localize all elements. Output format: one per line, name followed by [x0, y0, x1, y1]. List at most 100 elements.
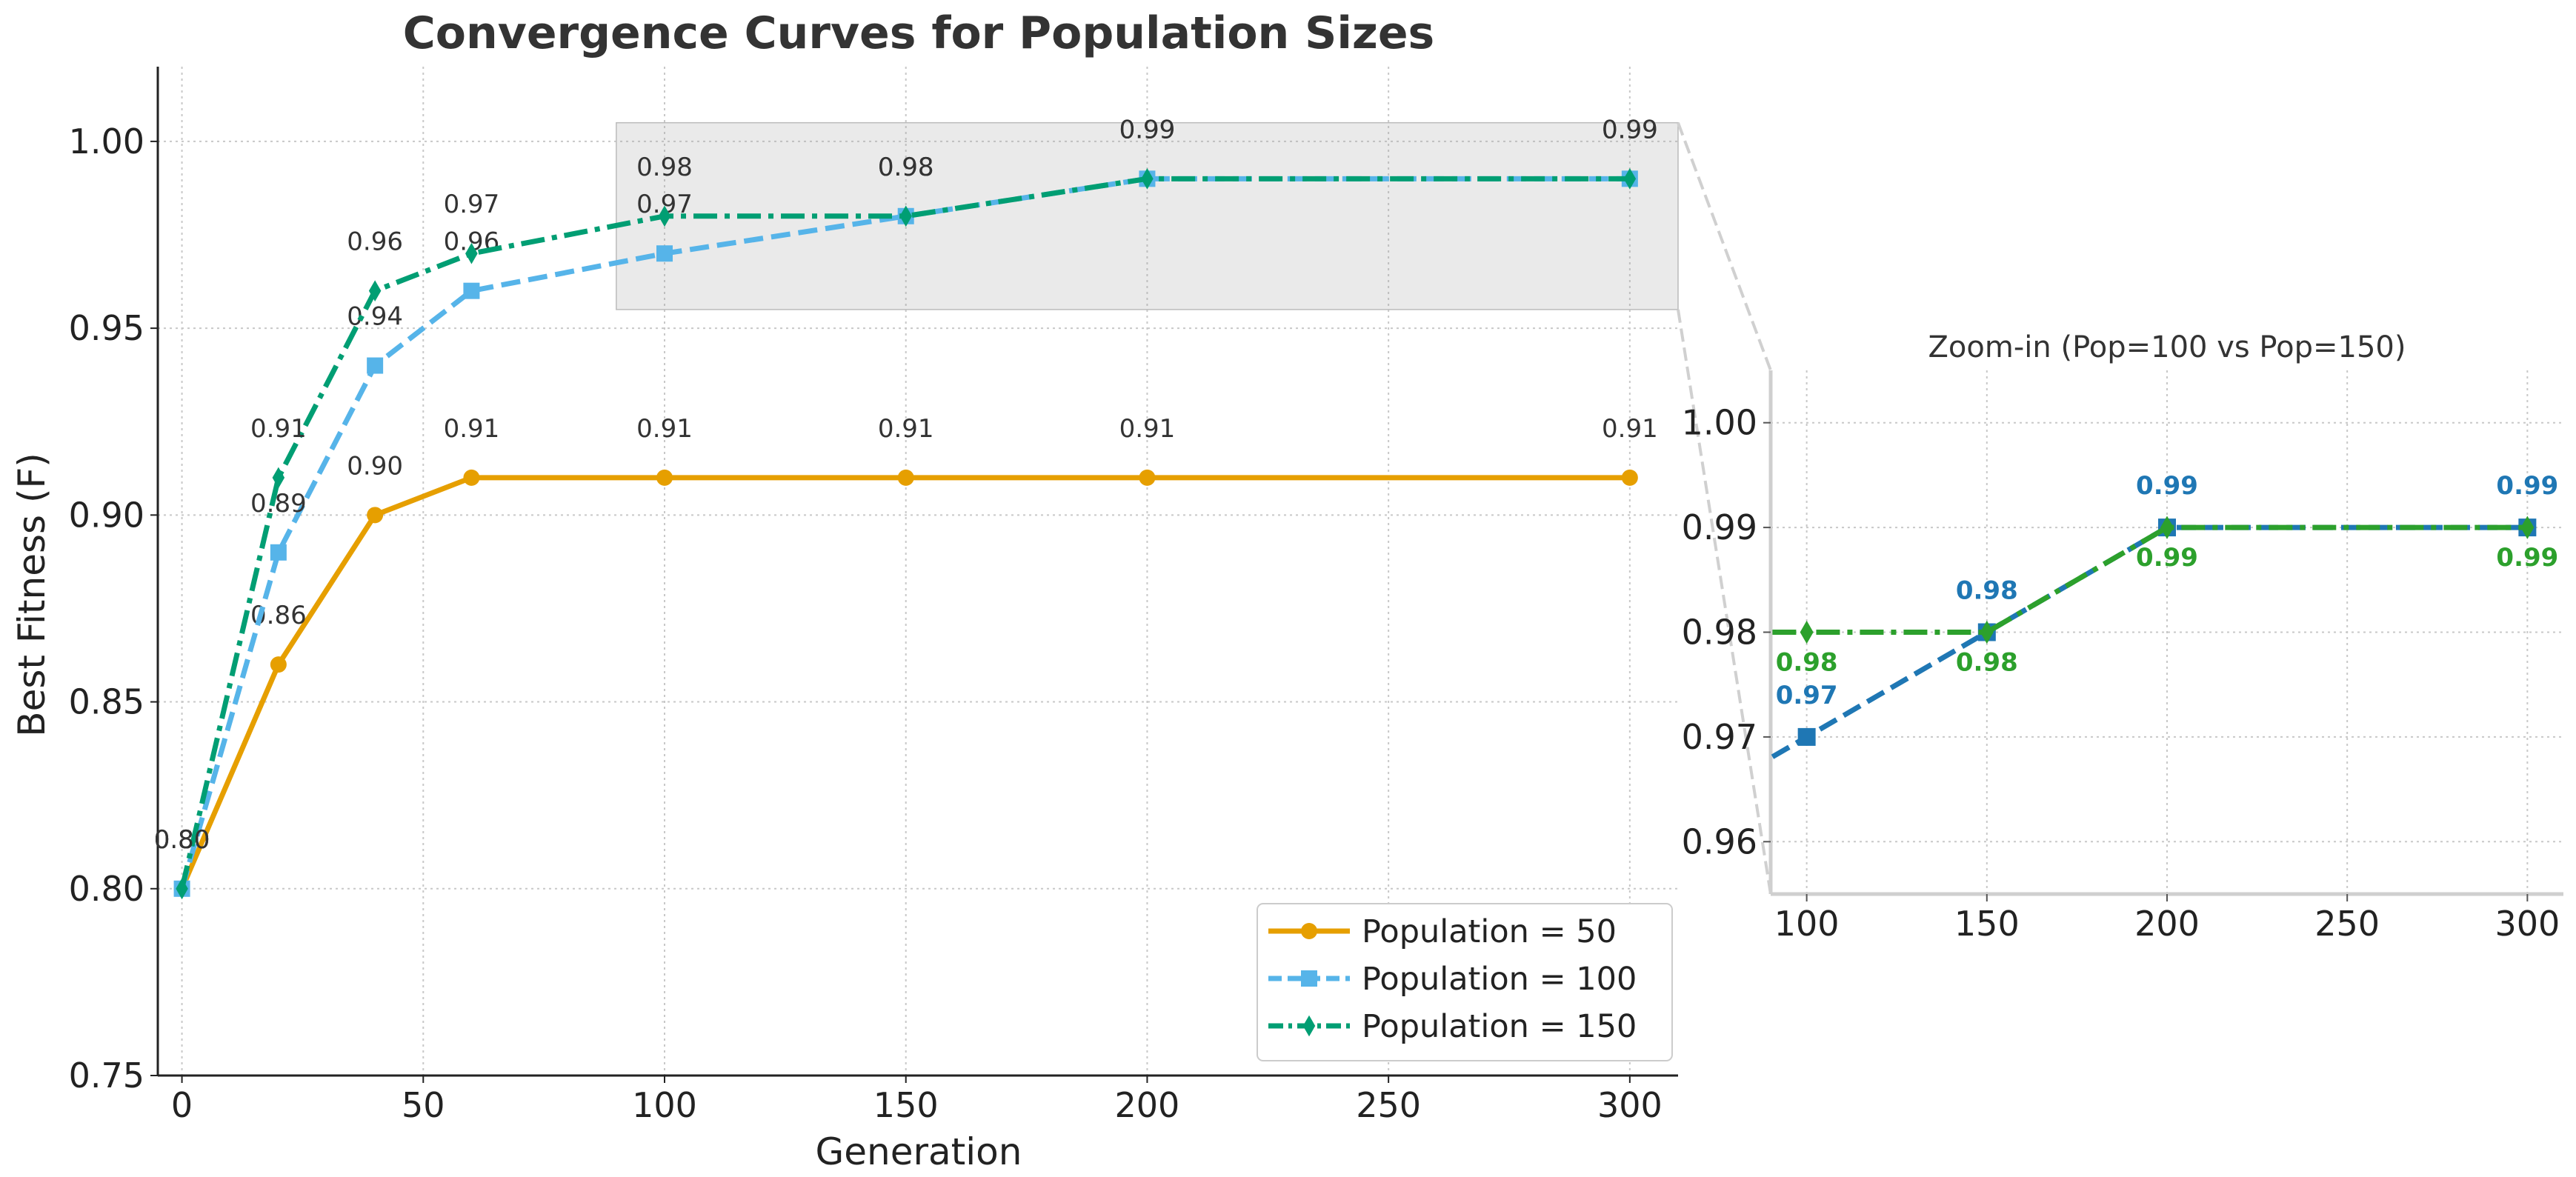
- legend-marker: [1301, 970, 1317, 987]
- data-label: 0.98: [636, 153, 693, 182]
- zoom-data-label: 0.99: [2496, 543, 2558, 573]
- series-population-150: 0.80 0.91 0.96 0.97 0.98 0.98 0.99 0.99: [154, 115, 1658, 900]
- y-tick-label: 1.00: [69, 121, 144, 161]
- zoom-data-label: 0.97: [1776, 681, 1838, 710]
- series-line: [179, 475, 1630, 890]
- data-point-marker: [368, 280, 382, 301]
- zoom-connector-top: [1677, 121, 1772, 371]
- main-title: Convergence Curves for Population Sizes: [403, 7, 1435, 59]
- data-label: 0.91: [250, 414, 307, 444]
- data-point-marker: [899, 205, 912, 227]
- data-point-marker: [270, 544, 287, 561]
- data-point-marker: [367, 507, 384, 524]
- zoom-data-point-marker: [2160, 516, 2174, 539]
- zoom-data-label: 0.99: [2496, 471, 2558, 501]
- zoom-y-tick-label: 0.99: [1682, 507, 1757, 547]
- legend-item: Population = 150: [1268, 1008, 1637, 1045]
- x-tick-label: 150: [873, 1085, 939, 1125]
- data-label: 0.99: [1602, 115, 1658, 144]
- y-tick-label: 0.80: [69, 869, 144, 909]
- data-label: 0.94: [347, 302, 403, 332]
- data-label: 0.96: [347, 227, 403, 257]
- data-label: 0.98: [878, 153, 934, 182]
- zoom-y-tick-label: 0.97: [1682, 717, 1757, 757]
- data-point-marker: [272, 467, 285, 489]
- x-tick-label: 200: [1115, 1085, 1180, 1125]
- data-point-marker: [367, 357, 384, 374]
- data-label: 0.80: [154, 825, 210, 855]
- x-tick-label: 250: [1356, 1085, 1421, 1125]
- legend-item: Population = 100: [1268, 961, 1637, 998]
- data-label: 0.90: [347, 451, 403, 481]
- data-point-marker: [1139, 469, 1156, 486]
- zoom-title: Zoom-in (Pop=100 vs Pop=150): [1928, 330, 2406, 364]
- data-point-marker: [656, 245, 673, 262]
- zoom-y-tick-label: 1.00: [1682, 403, 1757, 443]
- data-label: 0.98: [878, 153, 934, 182]
- legend-label: Population = 50: [1362, 913, 1617, 950]
- zoom-x-tick-label: 250: [2314, 904, 2380, 944]
- legend-label: Population = 100: [1362, 961, 1637, 998]
- data-label: 0.99: [1602, 115, 1658, 144]
- zoom-data-label: 0.98: [1956, 648, 2018, 678]
- zoom-x-tick-label: 100: [1774, 904, 1840, 944]
- y-tick-label: 0.90: [69, 495, 144, 535]
- zoom-data-point-marker: [1800, 620, 1814, 644]
- zoom-series-population-150: 0.98 0.98 0.99 0.99: [1772, 516, 2558, 678]
- zoom-data-label: 0.99: [2136, 543, 2198, 573]
- data-label: 0.89: [250, 489, 307, 519]
- zoom-data-point-marker: [2520, 516, 2535, 539]
- data-point-marker: [897, 469, 914, 486]
- data-label: 0.80: [154, 825, 210, 855]
- zoom-series-line: [1772, 524, 2528, 635]
- zoom-highlight-region: [616, 121, 1679, 310]
- data-point-marker: [656, 469, 673, 486]
- zoom-y-tick-label: 0.96: [1682, 821, 1757, 861]
- main-x-axis-label: Generation: [816, 1130, 1022, 1173]
- y-tick-label: 0.85: [69, 682, 144, 722]
- data-point-marker: [1623, 168, 1637, 190]
- data-point-marker: [465, 242, 478, 264]
- y-tick-label: 0.75: [69, 1056, 144, 1096]
- data-label: 0.91: [444, 414, 500, 444]
- zoom-y-tick-label: 0.98: [1682, 613, 1757, 653]
- legend-marker: [1301, 923, 1317, 939]
- main-y-axis-label: Best Fitness (F): [10, 453, 53, 736]
- data-label: 0.91: [1602, 414, 1658, 444]
- data-label: 0.91: [636, 414, 693, 444]
- zoom-data-label: 0.98: [1956, 576, 2018, 606]
- legend-box: [1257, 903, 1673, 1061]
- zoom-x-tick-label: 300: [2495, 904, 2560, 944]
- zoom-data-label: 0.98: [1776, 648, 1838, 678]
- data-label: 0.99: [1119, 115, 1176, 144]
- x-tick-label: 300: [1597, 1085, 1663, 1125]
- y-tick-label: 0.95: [69, 308, 144, 348]
- main-plot-area: 0 50 100 150 200 250 300 0.75 0.80 0.85 0.90 0.95 1.…: [69, 67, 1679, 1125]
- legend: Population = 50 Population = 100 Populatio…: [1257, 903, 1673, 1061]
- legend-marker: [1302, 1015, 1316, 1037]
- series-population-100: 0.80 0.89 0.94 0.96 0.97 0.98 0.99 0.99: [154, 115, 1658, 897]
- x-tick-label: 50: [402, 1085, 445, 1125]
- data-point-marker: [270, 656, 287, 673]
- zoom-plot-area: 100 150 200 250 300 0.96 0.97 0.98 0.99 1.00 0.97 0…: [1677, 121, 2563, 944]
- data-point-marker: [1621, 469, 1638, 486]
- data-label: 0.97: [444, 190, 500, 219]
- x-tick-label: 100: [632, 1085, 697, 1125]
- data-point-marker: [658, 205, 671, 227]
- series-line: [179, 176, 1630, 890]
- zoom-connector-bottom: [1677, 309, 1772, 895]
- data-point-marker: [1141, 168, 1154, 190]
- zoom-data-label: 0.99: [2136, 471, 2198, 501]
- legend-item: Population = 50: [1268, 913, 1617, 950]
- data-point-marker: [176, 878, 188, 900]
- data-label: 0.99: [1119, 115, 1176, 144]
- series-population-50: 0.800.860.900.91 0.91 0.91 0.91 0.91: [154, 414, 1658, 897]
- zoom-x-tick-label: 200: [2134, 904, 2200, 944]
- data-point-marker: [463, 282, 480, 299]
- zoom-x-tick-label: 150: [1954, 904, 2020, 944]
- data-point-marker: [463, 469, 480, 486]
- zoom-data-point-marker: [1980, 620, 1994, 644]
- zoom-data-point-marker: [1797, 727, 1816, 746]
- x-tick-label: 0: [171, 1085, 193, 1125]
